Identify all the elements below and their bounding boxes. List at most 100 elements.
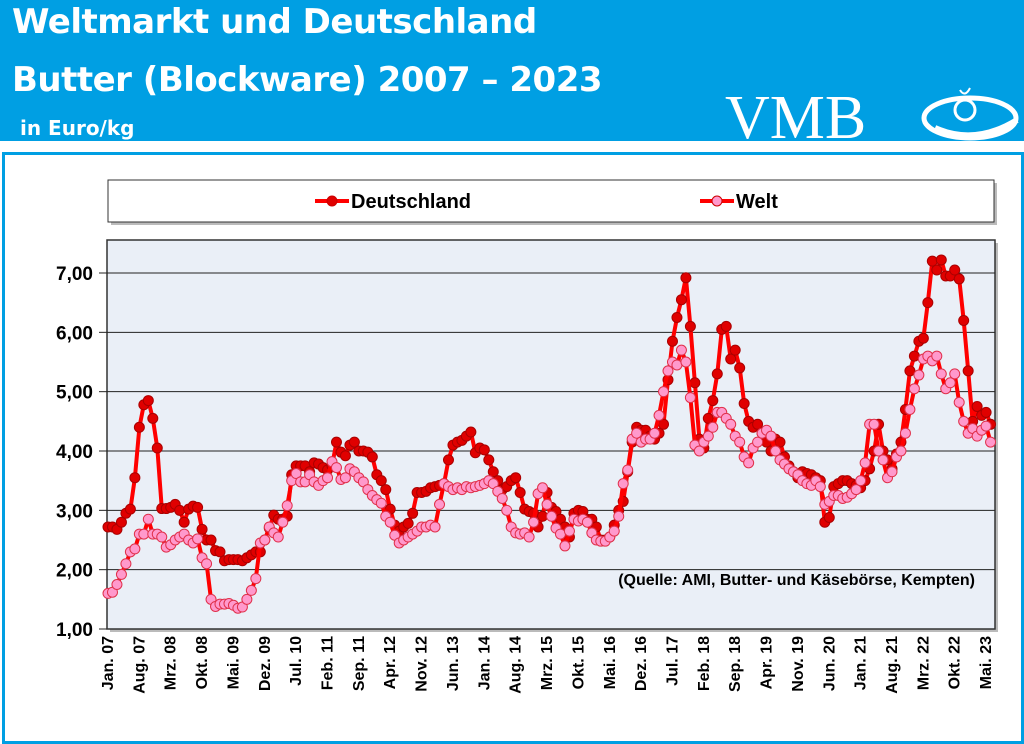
data-point-deutschland: [124, 503, 136, 515]
data-point-deutschland: [192, 501, 204, 513]
data-point-welt: [622, 464, 634, 476]
x-tick-label: Dez. 16: [633, 636, 650, 691]
data-point-deutschland: [922, 297, 934, 309]
data-point-deutschland: [711, 368, 723, 380]
x-tick-label: Mrz. 15: [539, 636, 556, 690]
data-point-deutschland: [904, 365, 916, 377]
data-point-deutschland: [205, 534, 217, 546]
data-point-welt: [501, 504, 513, 516]
data-point-deutschland: [366, 451, 378, 463]
data-point-deutschland: [348, 436, 360, 448]
data-point-welt: [958, 415, 970, 427]
data-point-welt: [725, 418, 737, 430]
data-point-deutschland: [774, 436, 786, 448]
data-point-welt: [985, 436, 997, 448]
data-point-welt: [944, 377, 956, 389]
data-point-deutschland: [666, 335, 678, 347]
data-point-welt: [684, 392, 696, 404]
data-point-deutschland: [214, 546, 226, 558]
data-point-deutschland: [953, 273, 965, 285]
x-tick-label: Mrz. 08: [163, 636, 180, 690]
data-point-deutschland: [178, 516, 190, 528]
vmb-logo: VMB: [725, 84, 1019, 142]
title-line-2: Butter (Blockware) 2007 – 2023: [12, 60, 603, 100]
data-point-welt: [949, 368, 961, 380]
source-annotation: (Quelle: AMI, Butter- und Käsebörse, Kem…: [618, 572, 975, 589]
data-point-deutschland: [962, 365, 974, 377]
x-tick-label: Nov. 19: [790, 636, 807, 692]
data-point-welt: [281, 500, 293, 512]
data-point-deutschland: [734, 362, 746, 374]
data-point-welt: [859, 457, 871, 469]
x-tick-label: Jun. 20: [821, 636, 838, 691]
data-point-deutschland: [147, 412, 159, 424]
data-point-welt: [563, 525, 575, 537]
data-point-deutschland: [917, 332, 929, 344]
x-tick-label: Jul. 10: [288, 636, 305, 686]
data-point-deutschland: [980, 406, 992, 418]
x-tick-label: Feb. 18: [696, 636, 713, 691]
data-point-deutschland: [142, 395, 154, 407]
data-point-welt: [375, 497, 387, 509]
data-point-welt: [931, 350, 943, 362]
data-point-welt: [743, 457, 755, 469]
legend-box: [107, 179, 995, 223]
data-point-welt: [613, 510, 625, 522]
data-point-welt: [631, 427, 643, 439]
data-point-deutschland: [339, 450, 351, 462]
data-point-welt: [537, 482, 549, 494]
data-point-welt: [290, 468, 302, 480]
x-tick-label: Okt. 08: [194, 636, 211, 689]
data-point-welt: [496, 492, 508, 504]
data-point-deutschland: [729, 344, 741, 356]
data-point-welt: [662, 365, 674, 377]
x-tick-label: Mai. 09: [225, 636, 242, 689]
data-point-deutschland: [675, 294, 687, 306]
data-point-deutschland: [133, 421, 145, 433]
y-tick-label: 7,00: [56, 264, 93, 285]
data-point-deutschland: [680, 272, 692, 284]
data-point-welt: [523, 531, 535, 543]
data-point-deutschland: [752, 418, 764, 430]
data-point-deutschland: [380, 484, 392, 496]
data-point-welt: [765, 430, 777, 442]
data-point-deutschland: [483, 454, 495, 466]
data-point-welt: [734, 436, 746, 448]
data-point-welt: [339, 472, 351, 484]
data-point-welt: [617, 478, 629, 490]
data-point-welt: [201, 558, 213, 570]
data-point-welt: [693, 445, 705, 457]
data-point-deutschland: [174, 504, 186, 516]
x-tick-label: Mai. 16: [602, 636, 619, 689]
data-point-welt: [770, 445, 782, 457]
data-point-welt: [129, 543, 141, 555]
data-point-deutschland: [196, 523, 208, 535]
data-point-deutschland: [487, 466, 499, 478]
data-point-welt: [384, 516, 396, 528]
data-point-welt: [680, 356, 692, 368]
data-point-deutschland: [823, 511, 835, 523]
data-point-welt: [111, 579, 123, 590]
x-tick-label: Jan. 21: [853, 636, 870, 690]
data-point-deutschland: [725, 353, 737, 365]
y-tick-label: 3,00: [56, 501, 93, 522]
data-point-welt: [608, 525, 620, 537]
svg-text:VMB: VMB: [725, 84, 866, 142]
data-point-welt: [868, 418, 880, 430]
data-point-welt: [649, 427, 661, 439]
data-point-deutschland: [949, 264, 961, 276]
y-tick-label: 6,00: [56, 323, 93, 344]
data-point-welt: [675, 344, 687, 356]
x-tick-label: Jul. 17: [664, 636, 681, 686]
data-point-deutschland: [931, 264, 943, 276]
data-point-deutschland: [115, 516, 127, 528]
data-point-welt: [559, 540, 571, 552]
data-point-welt: [528, 516, 540, 528]
title-line-1: Weltmarkt und Deutschland: [12, 2, 537, 42]
data-point-welt: [980, 420, 992, 432]
x-tick-label: Okt. 15: [570, 636, 587, 689]
x-tick-label: Jan. 14: [476, 636, 493, 690]
x-tick-label: Mrz. 22: [915, 636, 932, 690]
data-point-deutschland: [129, 472, 141, 484]
